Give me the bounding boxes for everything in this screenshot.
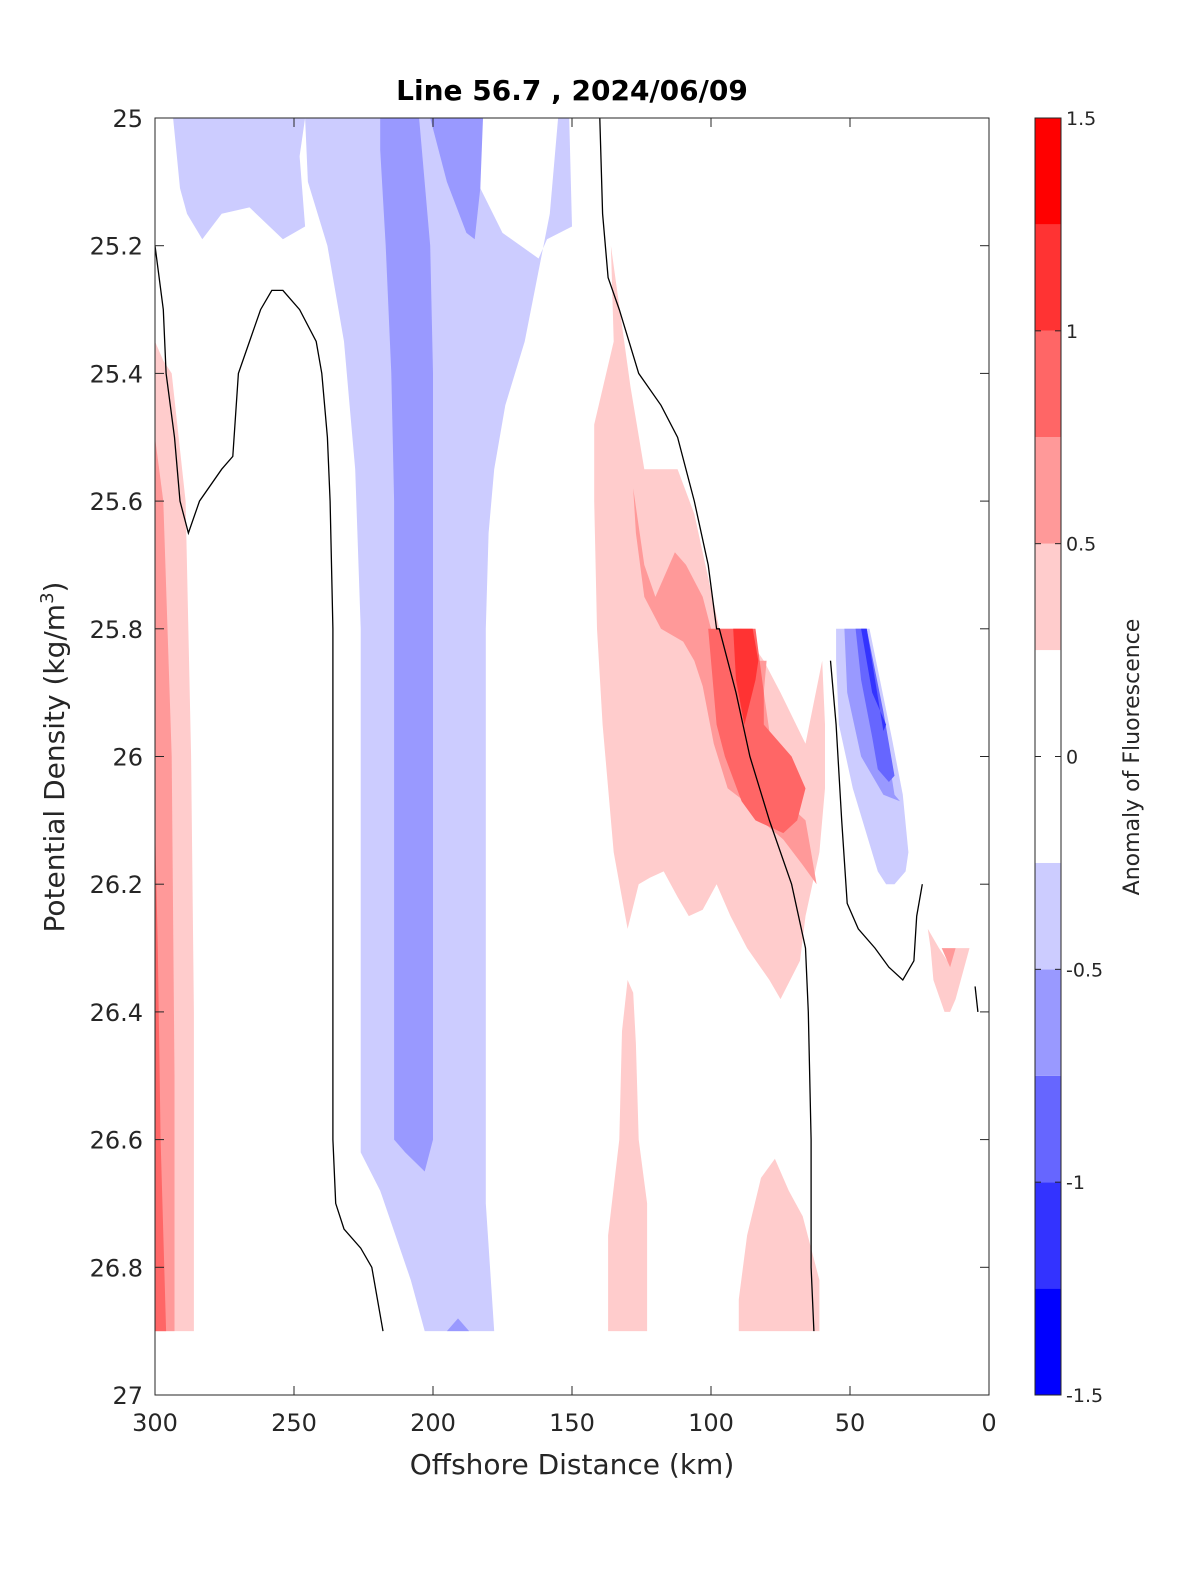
colorbar-frame (1034, 117, 1062, 1396)
region-neg-1.0-near50 (861, 628, 887, 731)
colorbar-tick-label: 0.5 (1066, 534, 1096, 556)
contour-line-zero-line-mid (599, 118, 815, 1332)
y-tick-label: 27 (112, 1382, 143, 1410)
contour-regions (155, 118, 970, 1332)
region-pos-0.25-bottom-b (738, 1158, 820, 1332)
colorbar-segment (1035, 224, 1061, 331)
region-neg-0.75-near50 (855, 628, 895, 782)
contour-line-zero-line-left (155, 245, 384, 1332)
region-pos-0.5-right (941, 948, 956, 968)
x-axis-label: Offshore Distance (km) (410, 1448, 735, 1481)
colorbar-tick-label: 1 (1066, 321, 1078, 343)
x-tick-label: 50 (835, 1409, 866, 1437)
y-tick-label: 26.6 (90, 1127, 143, 1155)
y-axis-label-superscript: 3 (37, 592, 58, 603)
x-tick-label: 100 (688, 1409, 734, 1437)
y-tick-label: 26.2 (90, 871, 143, 899)
x-tick-label: 250 (271, 1409, 317, 1437)
x-tick-label: 200 (410, 1409, 456, 1437)
y-tick-label: 25.2 (90, 233, 143, 261)
region-neg-0.25-main (305, 118, 572, 1332)
contour-line-zero-line-right-a (829, 660, 923, 982)
colorbar (1035, 117, 1061, 1396)
colorbar-tick-label: 1.5 (1066, 108, 1096, 130)
colorbar-segment (1035, 1288, 1061, 1395)
colorbar-label: Anomaly of Fluorescence (1120, 619, 1145, 896)
x-tick-labels: 300 250 200 150 100 50 0 (132, 1409, 997, 1437)
y-tick-label: 25.8 (90, 616, 143, 644)
colorbar-tick-labels: 1.5 1 0.5 0 -0.5 -1 -1.5 (1066, 108, 1103, 1407)
colorbar-tick-label: 0 (1066, 747, 1078, 769)
y-tick-label: 26.4 (90, 999, 143, 1027)
region-pos-0.75-left (155, 820, 167, 1332)
region-neg-0.5-bottom (446, 1318, 470, 1332)
colorbar-tick-label: -1 (1066, 1172, 1085, 1194)
region-pos-0.25-right (927, 928, 970, 1012)
x-tick-label: 0 (981, 1409, 996, 1437)
y-axis-label-main: Potential Density (kg/m (38, 604, 71, 933)
y-tick-label: 26 (112, 744, 143, 772)
colorbar-segment (1035, 543, 1061, 651)
region-neg-0.5-main (380, 118, 433, 1172)
x-tick-label: 300 (132, 1409, 178, 1437)
region-pos-1.0-mid (733, 628, 759, 725)
colorbar-segment (1035, 969, 1061, 1076)
colorbar-segment (1035, 118, 1061, 225)
region-pos-0.25-bottom-a (608, 980, 648, 1332)
colorbar-segment (1035, 1182, 1061, 1289)
colorbar-tick-label: -0.5 (1066, 959, 1103, 981)
zero-contour-lines (155, 118, 979, 1332)
y-axis-label-close: ) (38, 582, 71, 593)
colorbar-segment (1035, 756, 1061, 863)
plot-area-frame (154, 117, 990, 1396)
colorbar-segment (1035, 650, 1061, 757)
y-tick-label: 26.8 (90, 1254, 143, 1282)
region-neg-0.5-mid (430, 118, 483, 240)
x-tick-label: 150 (549, 1409, 595, 1437)
chart-title: Line 56.7 , 2024/06/09 (396, 74, 748, 107)
contour-line-zero-line-right-b (974, 986, 979, 1012)
colorbar-segment (1035, 437, 1061, 544)
y-tick-label: 25.6 (90, 488, 143, 516)
colorbar-segment (1035, 1075, 1061, 1183)
y-tick-labels: 25 25.2 25.4 25.6 25.8 26 26.2 26.4 26.6 26.8 27 (90, 105, 143, 1410)
y-axis-label: Potential Density (kg/m3) (37, 582, 71, 933)
region-neg-0.25-top-left (173, 118, 306, 240)
y-tick-label: 25 (112, 105, 143, 133)
colorbar-segment (1035, 330, 1061, 438)
colorbar-segment (1035, 862, 1061, 970)
y-tick-label: 25.4 (90, 360, 143, 388)
colorbar-tick-label: -1.5 (1066, 1385, 1103, 1407)
